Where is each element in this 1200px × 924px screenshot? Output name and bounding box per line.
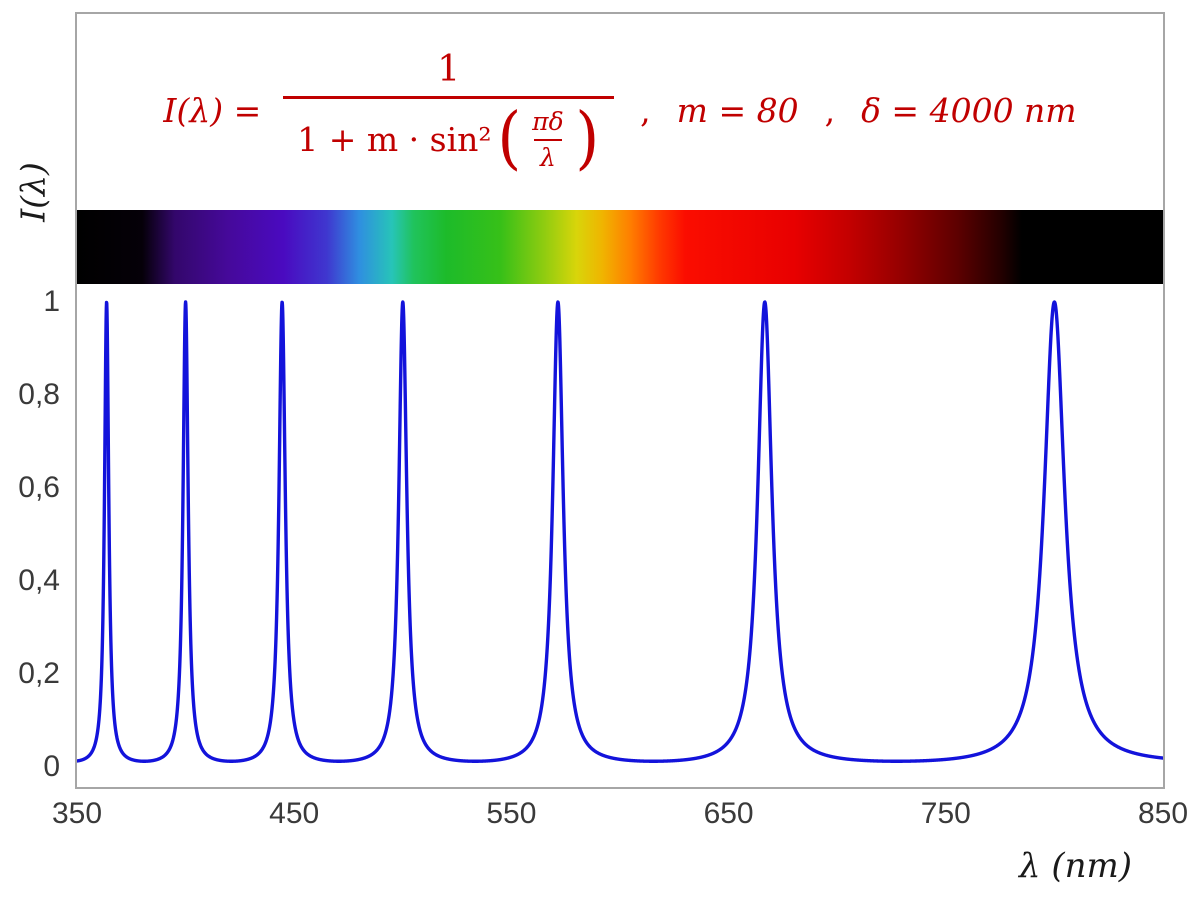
y-tick-label: 0,4	[18, 564, 60, 597]
x-tick-label: 650	[703, 797, 754, 830]
x-tick-label: 550	[486, 797, 537, 830]
intensity-curve-svg	[77, 300, 1163, 763]
x-axis-ticks: 350 450 550 650 750 850	[52, 797, 1188, 837]
formula-inner-fraction: πδ λ	[526, 107, 569, 172]
formula-fraction: 1 1 + m · sin² ( πδ λ )	[283, 48, 615, 179]
y-tick-label: 0,6	[18, 471, 60, 504]
y-tick-label: 0,8	[18, 378, 60, 411]
x-tick-label: 450	[269, 797, 320, 830]
x-tick-label: 850	[1137, 797, 1189, 830]
formula: I(λ) = 1 1 + m · sin² ( πδ λ ) , m = 80 …	[77, 30, 1163, 190]
visible-spectrum-bar	[77, 210, 1163, 284]
formula-inner-numerator: πδ	[532, 106, 564, 136]
formula-m-value: m = 80	[676, 90, 799, 130]
formula-comma: ,	[640, 90, 651, 130]
y-tick-label: 0	[43, 750, 60, 783]
open-paren: (	[496, 99, 521, 179]
x-axis-title: λ (nm)	[1018, 846, 1132, 886]
intensity-curve	[77, 300, 1163, 763]
y-axis-title: I(λ)	[13, 162, 53, 222]
chart-frame: I(λ) = 1 1 + m · sin² ( πδ λ ) , m = 80 …	[75, 12, 1165, 789]
formula-denominator: 1 + m · sin² ( πδ λ )	[283, 95, 615, 179]
formula-numerator: 1	[437, 48, 461, 90]
x-tick-label: 350	[51, 797, 103, 830]
formula-comma: ,	[824, 90, 836, 130]
formula-denominator-prefix: 1 + m · sin²	[297, 119, 492, 159]
y-tick-label: 1	[43, 285, 60, 318]
x-tick-label: 750	[920, 797, 971, 830]
formula-lhs: I(λ) =	[163, 90, 262, 130]
close-paren: )	[574, 99, 599, 179]
formula-inner-denominator: λ	[533, 138, 562, 172]
y-tick-label: 0,2	[18, 657, 60, 690]
formula-delta-value: δ = 4000 nm	[861, 90, 1077, 130]
